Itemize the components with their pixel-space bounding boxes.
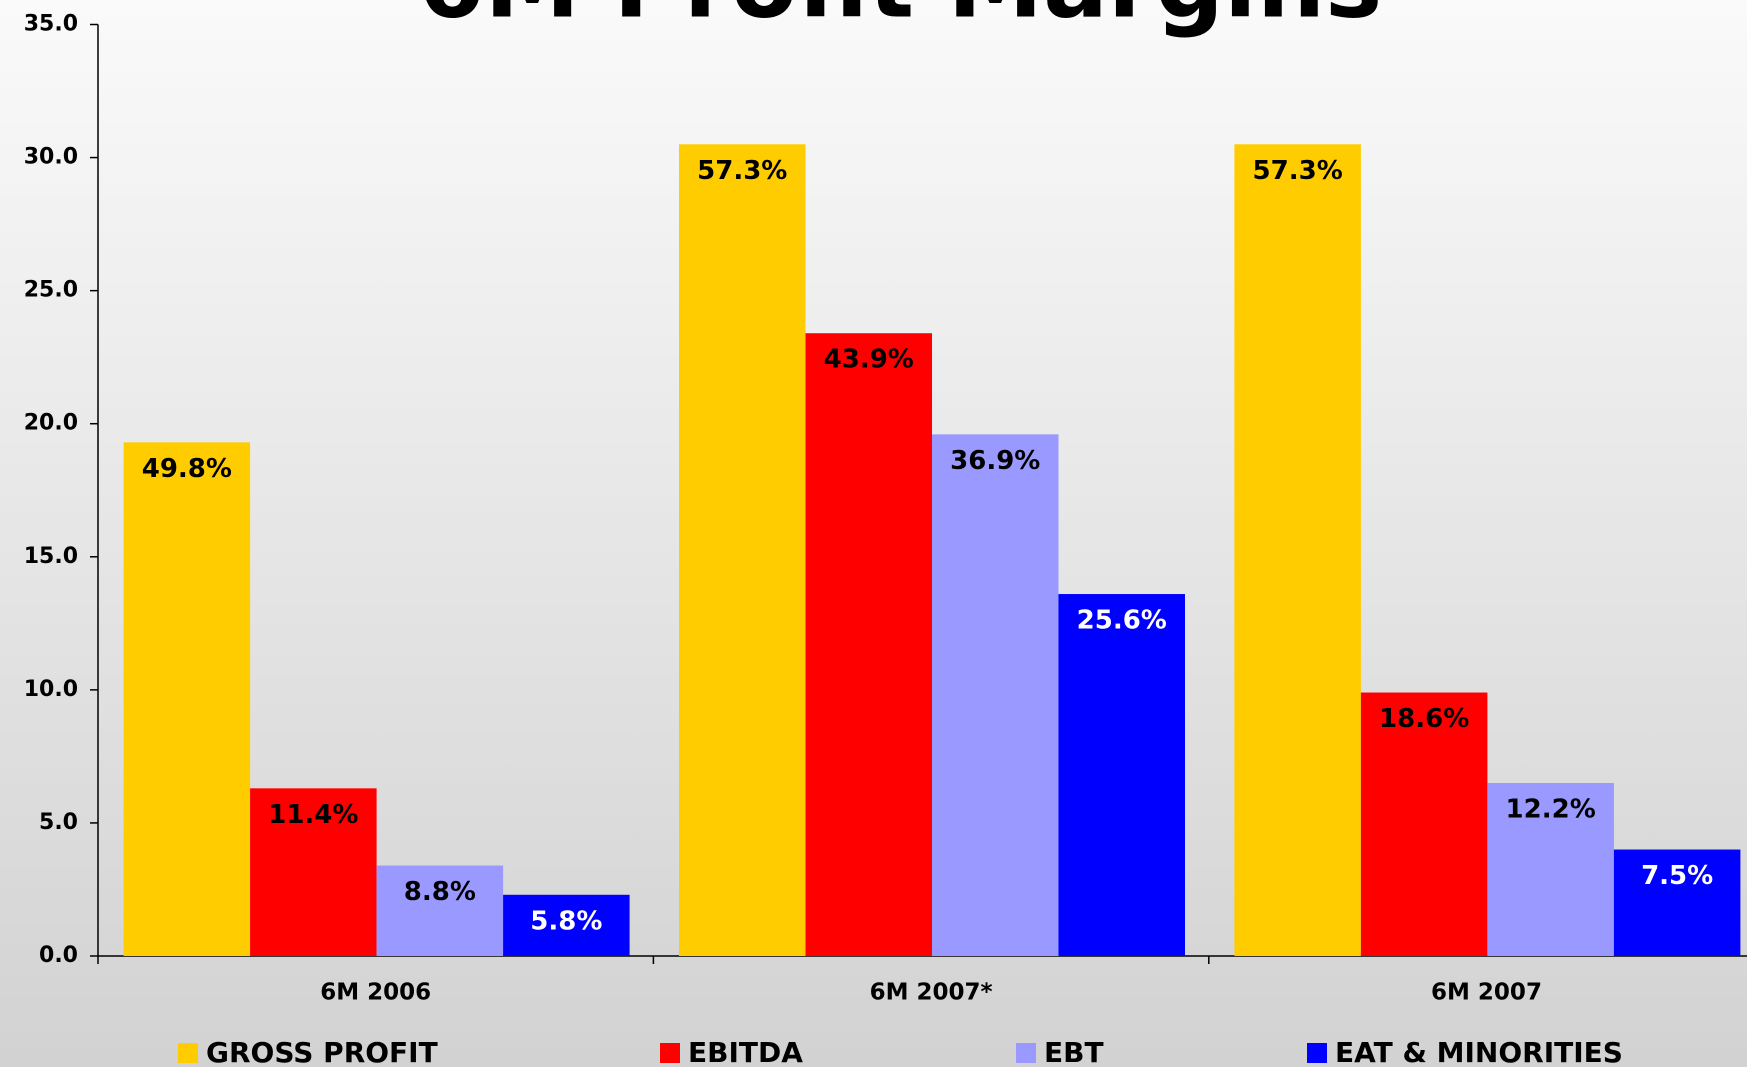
legend-swatch — [660, 1043, 680, 1063]
bar — [376, 865, 504, 956]
y-tick-label: 30.0 — [24, 145, 78, 170]
y-tick-label: 15.0 — [24, 544, 78, 569]
data-label: 49.8% — [142, 454, 232, 484]
bar — [805, 333, 932, 956]
data-label: 5.8% — [530, 906, 602, 936]
y-tick-label: 25.0 — [24, 278, 78, 303]
x-tick-label: 6M 2007 — [1431, 980, 1542, 1006]
data-label: 11.4% — [268, 800, 358, 830]
x-tick-label: 6M 2006 — [320, 980, 431, 1006]
bar — [932, 434, 1059, 956]
x-tick-label: 6M 2007* — [870, 980, 993, 1006]
bar — [123, 442, 251, 956]
y-tick-label: 35.0 — [24, 12, 78, 37]
data-label: 43.9% — [824, 345, 914, 375]
bar — [679, 144, 806, 956]
y-tick-label: 5.0 — [39, 810, 78, 835]
data-label: 12.2% — [1506, 795, 1596, 825]
bar — [1613, 849, 1741, 956]
y-tick-label: 10.0 — [24, 677, 78, 702]
legend-label: GROSS PROFIT — [206, 1036, 438, 1067]
data-label: 7.5% — [1641, 861, 1713, 891]
bar — [1360, 692, 1488, 956]
legend-label: EBITDA — [688, 1036, 803, 1067]
bar — [1234, 144, 1361, 956]
y-tick-label: 20.0 — [24, 411, 78, 436]
legend-label: EAT & MINORITIES — [1335, 1036, 1623, 1067]
legend-label: EBT — [1044, 1036, 1104, 1067]
chart-title: 6M Profit Margins — [418, 0, 1383, 39]
data-label: 25.6% — [1077, 606, 1167, 636]
bar — [503, 894, 630, 956]
bar — [1487, 783, 1614, 956]
data-label: 57.3% — [1253, 156, 1343, 186]
bar — [250, 788, 377, 956]
legend-swatch — [178, 1043, 198, 1063]
data-label: 18.6% — [1379, 704, 1469, 734]
data-label: 57.3% — [697, 156, 787, 186]
legend-swatch — [1016, 1043, 1036, 1063]
bar — [1058, 594, 1185, 956]
data-label: 8.8% — [404, 877, 476, 907]
legend-swatch — [1307, 1043, 1327, 1063]
y-tick-label: 0.0 — [39, 943, 78, 968]
data-label: 36.9% — [950, 446, 1040, 476]
